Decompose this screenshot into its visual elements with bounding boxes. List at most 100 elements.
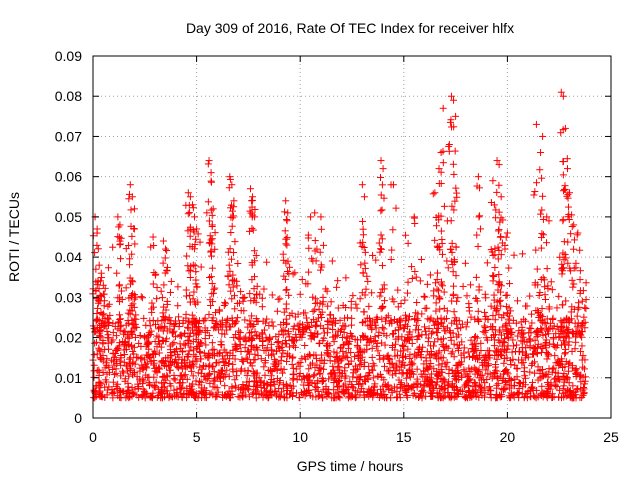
- data-point: [241, 344, 249, 352]
- data-point: [249, 226, 257, 234]
- data-point: [582, 296, 590, 304]
- data-point: [434, 269, 442, 277]
- data-point: [387, 394, 395, 402]
- data-point: [514, 332, 522, 340]
- y-tick-label: 0.01: [55, 370, 82, 386]
- peak-data-point: [114, 213, 122, 221]
- data-point: [462, 323, 470, 331]
- data-point: [514, 297, 522, 305]
- peak-data-point: [379, 165, 387, 173]
- data-point: [280, 308, 288, 316]
- data-point: [281, 227, 289, 235]
- data-point: [541, 283, 549, 291]
- data-point: [282, 235, 290, 243]
- data-point: [228, 207, 236, 215]
- data-point: [109, 378, 117, 386]
- data-point: [316, 266, 324, 274]
- data-point: [168, 340, 176, 348]
- data-point: [533, 179, 541, 187]
- data-point: [364, 277, 372, 285]
- peak-data-point: [284, 209, 292, 217]
- data-point: [526, 292, 534, 300]
- data-point: [328, 257, 336, 265]
- data-point: [93, 241, 101, 249]
- data-point: [445, 142, 453, 150]
- data-point: [281, 208, 289, 216]
- data-point: [282, 300, 290, 308]
- data-point: [500, 359, 508, 367]
- data-point: [559, 187, 567, 195]
- data-point: [432, 307, 440, 315]
- data-point: [189, 372, 197, 380]
- data-point: [562, 345, 570, 353]
- data-point: [283, 357, 291, 365]
- data-point: [315, 340, 323, 348]
- data-point: [115, 311, 123, 319]
- data-point: [496, 296, 504, 304]
- data-point: [170, 339, 178, 347]
- data-point: [397, 299, 405, 307]
- data-point: [181, 341, 189, 349]
- data-point: [112, 332, 120, 340]
- data-point: [128, 232, 136, 240]
- data-point: [221, 298, 229, 306]
- data-point: [535, 292, 543, 300]
- peak-data-point: [439, 104, 447, 112]
- data-point: [433, 329, 441, 337]
- data-point: [465, 303, 473, 311]
- data-point: [505, 264, 513, 272]
- data-point: [368, 289, 376, 297]
- data-point: [449, 290, 457, 298]
- data-point: [432, 299, 440, 307]
- data-point: [501, 385, 509, 393]
- data-point: [534, 340, 542, 348]
- points-layer: [89, 88, 590, 402]
- data-point: [324, 318, 332, 326]
- data-point: [269, 322, 277, 330]
- data-point: [458, 338, 466, 346]
- data-point: [280, 365, 288, 373]
- data-point: [347, 304, 355, 312]
- data-point: [356, 295, 364, 303]
- data-point: [152, 321, 160, 329]
- data-point: [421, 293, 429, 301]
- data-point: [403, 391, 411, 399]
- data-point: [274, 295, 282, 303]
- data-point: [94, 315, 102, 323]
- data-point: [298, 275, 306, 283]
- data-point: [153, 284, 161, 292]
- data-point: [448, 239, 456, 247]
- data-point: [348, 314, 356, 322]
- data-point: [185, 209, 193, 217]
- data-point: [397, 315, 405, 323]
- data-point: [348, 321, 356, 329]
- data-point: [231, 238, 239, 246]
- data-point: [502, 233, 510, 241]
- data-point: [555, 292, 563, 300]
- data-point: [401, 353, 409, 361]
- data-point: [498, 331, 506, 339]
- data-point: [165, 394, 173, 402]
- peak-data-point: [474, 173, 482, 181]
- data-point: [346, 378, 354, 386]
- data-point: [427, 330, 435, 338]
- x-tick-label: 15: [396, 429, 412, 445]
- data-point: [183, 292, 191, 300]
- data-point: [149, 280, 157, 288]
- data-point: [191, 262, 199, 270]
- data-point: [413, 365, 421, 373]
- data-point: [575, 303, 583, 311]
- peak-data-point: [209, 205, 217, 213]
- data-point: [543, 239, 551, 247]
- data-point: [296, 290, 304, 298]
- data-point: [559, 217, 567, 225]
- y-tick-label: 0.04: [55, 249, 82, 265]
- data-point: [450, 308, 458, 316]
- data-point: [304, 231, 312, 239]
- data-point: [302, 314, 310, 322]
- data-point: [539, 192, 547, 200]
- data-point: [559, 171, 567, 179]
- data-point: [115, 233, 123, 241]
- data-point: [531, 336, 539, 344]
